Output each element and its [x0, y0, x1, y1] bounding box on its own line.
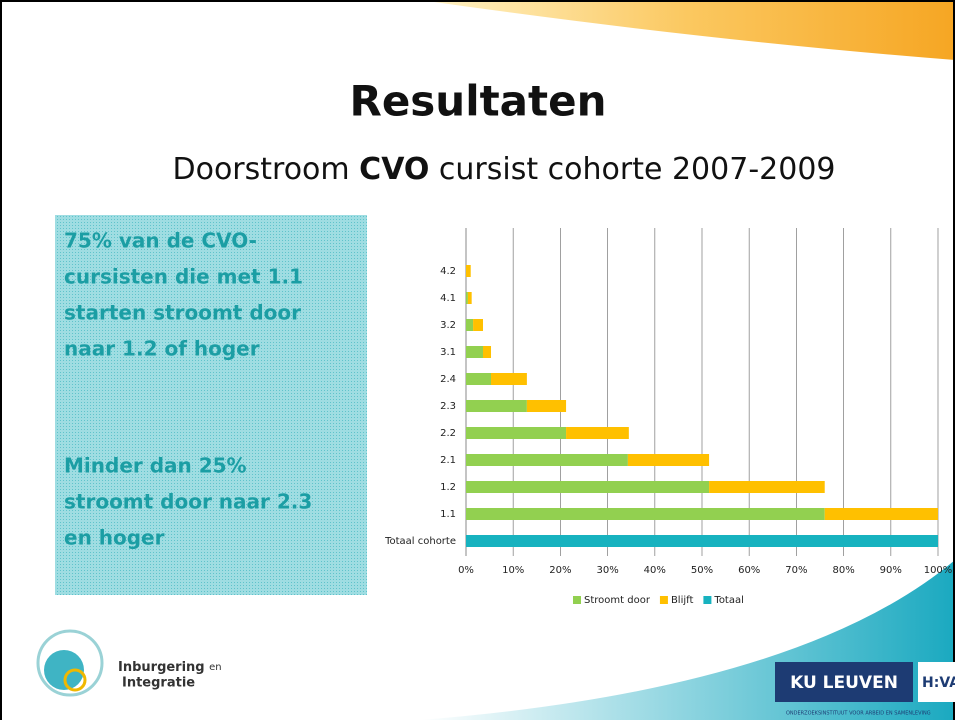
box-line: cursisten die met 1.1: [64, 265, 303, 289]
logo-word: Inburgering: [118, 660, 205, 675]
bar-segment: [824, 508, 938, 520]
bar-segment: [709, 481, 825, 493]
y-tick-label: 2.1: [440, 455, 456, 466]
y-tick-label: 1.2: [440, 482, 456, 493]
x-tick-label: 60%: [738, 565, 760, 576]
subtitle-part: cursist cohorte 2007-2009: [429, 152, 835, 187]
text-box: [55, 215, 367, 595]
y-tick-label: 2.2: [440, 428, 456, 439]
subtitle-part: CVO: [359, 152, 429, 187]
x-tick-label: 30%: [596, 565, 618, 576]
y-tick-label: 3.2: [440, 320, 456, 331]
box-line: en hoger: [64, 526, 165, 550]
chart: 0% 10% 20% 30% 40% 50% 60% 70% 80% 90% 100% Totaal …: [384, 228, 952, 606]
logo-text: Inburgering en: [118, 660, 222, 675]
y-tick-label: 2.3: [440, 401, 456, 412]
bar-segment: [466, 535, 938, 547]
box-line: Minder dan 25%: [64, 454, 247, 478]
bar-segment: [482, 346, 492, 358]
logo-text: Integratie: [122, 676, 195, 691]
footer-small: ONDERZOEKSINSTITUUT VOOR ARBEID EN SAMEN…: [786, 711, 931, 717]
box-line: 75% van de CVO-: [64, 229, 257, 253]
x-tick-label: 0%: [458, 565, 474, 576]
x-tick-label: 100%: [924, 565, 953, 576]
bar-segment: [466, 373, 492, 385]
kuleuven-text: KU LEUVEN: [790, 673, 898, 693]
y-tick-label: 1.1: [440, 509, 456, 520]
title: Resultaten: [349, 77, 606, 126]
y-tick-label: Totaal cohorte: [384, 536, 456, 547]
logo-word: en: [209, 662, 222, 673]
box-line: starten stroomt door: [64, 301, 301, 325]
hiva-logo: [918, 662, 955, 702]
box-line: naar 1.2 of hoger: [64, 337, 260, 361]
x-tick-label: 80%: [832, 565, 854, 576]
x-tick-label: 40%: [644, 565, 666, 576]
bar-segment: [466, 427, 567, 439]
y-tick-label: 4.2: [440, 266, 456, 277]
bar-segment: [467, 292, 472, 304]
bar-segment: [491, 373, 527, 385]
box-line: stroomt door naar 2.3: [64, 490, 312, 514]
logo-circle: [36, 629, 104, 697]
y-tick-label: 4.1: [440, 293, 456, 304]
bar-segment: [466, 265, 471, 277]
x-tick-label: 10%: [502, 565, 524, 576]
bar-segment: [466, 346, 483, 358]
legend-label: Totaal: [713, 595, 743, 606]
y-tick-label: 3.1: [440, 347, 456, 358]
bar-segment: [466, 400, 527, 412]
bar-segment: [466, 454, 628, 466]
bar-segment: [466, 508, 825, 520]
bar-segment: [466, 481, 710, 493]
kuleuven-logo: [775, 662, 913, 702]
bar-segment: [526, 400, 567, 412]
x-tick-label: 90%: [880, 565, 902, 576]
legend-swatch: [659, 596, 668, 604]
hiva-text: H:VA: [922, 675, 955, 691]
x-tick-label: 20%: [549, 565, 571, 576]
x-tick-label: 70%: [785, 565, 807, 576]
bar-segment: [566, 427, 629, 439]
logo-circle: [44, 650, 84, 690]
logo-circle: [63, 668, 87, 692]
text-box-content: 75% van de CVO-cursisten die met 1.1 star…: [64, 229, 312, 550]
legend-swatch: [703, 596, 712, 604]
bar-segment: [466, 292, 468, 304]
bar-segment: [473, 319, 483, 331]
subtitle: Doorstroom CVO cursist cohorte 2007-2009: [172, 152, 835, 187]
bar-segment: [627, 454, 710, 466]
subtitle-part: Doorstroom: [172, 152, 359, 187]
logo-left: Inburgering en Integratie: [36, 629, 222, 697]
y-tick-label: 2.4: [440, 374, 456, 385]
bar-segment: [466, 319, 474, 331]
legend-label: Blijft: [671, 595, 694, 606]
x-tick-label: 50%: [691, 565, 713, 576]
legend-label: Stroomt door: [584, 595, 651, 606]
legend-swatch: [573, 596, 581, 604]
top-swoosh: [420, 0, 955, 60]
